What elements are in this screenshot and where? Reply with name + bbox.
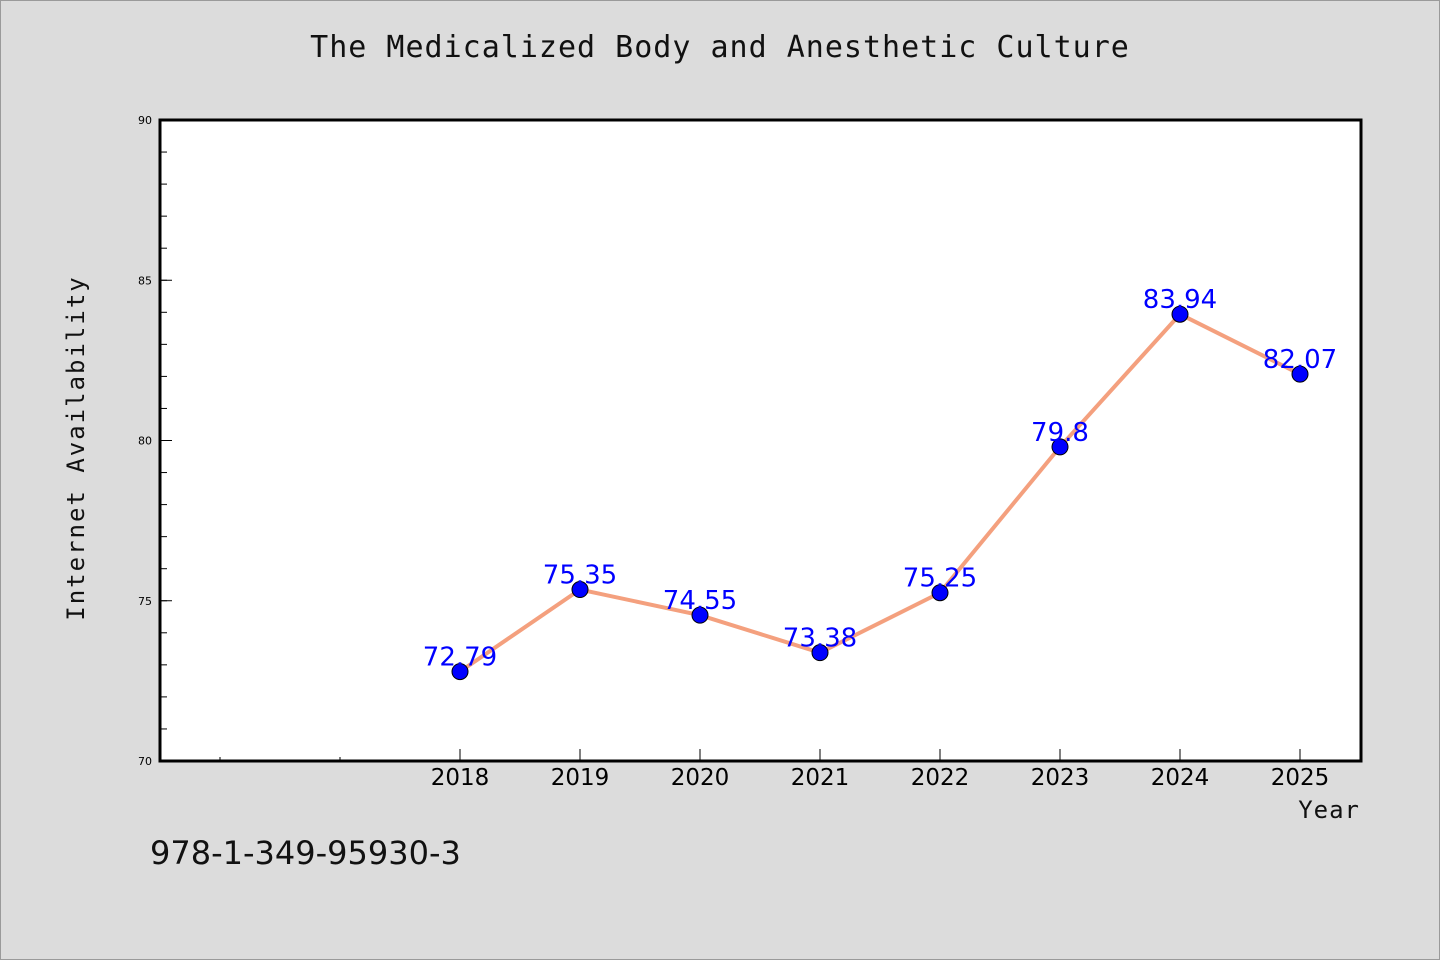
chart-title: The Medicalized Body and Anesthetic Cult… bbox=[310, 30, 1130, 65]
data-point bbox=[571, 581, 589, 599]
data-point bbox=[451, 663, 469, 681]
x-axis-label: Year bbox=[1298, 796, 1360, 824]
series-line bbox=[458, 312, 1301, 674]
data-label: 75.35 bbox=[543, 561, 617, 591]
data-labels: 72.79 75.35 74.55 73.38 75.25 79.8 83.94 82.07 bbox=[423, 285, 1337, 672]
series-line-group bbox=[458, 312, 1301, 674]
x-tick-label: 2025 bbox=[1271, 765, 1330, 791]
x-tick-label: 2019 bbox=[551, 765, 610, 791]
x-tick-label: 2023 bbox=[1031, 765, 1090, 791]
x-tick-label: 2018 bbox=[431, 765, 490, 791]
x-tick-label: 2020 bbox=[671, 765, 730, 791]
data-label: 74.55 bbox=[663, 586, 737, 616]
y-tick-label: 70 bbox=[138, 755, 152, 768]
data-point bbox=[931, 584, 949, 602]
data-point bbox=[691, 606, 709, 624]
y-tick-label: 90 bbox=[138, 114, 152, 127]
data-label: 72.79 bbox=[423, 643, 497, 673]
y-tick-label: 75 bbox=[138, 595, 152, 608]
data-label: 75.25 bbox=[903, 564, 977, 594]
data-point bbox=[1291, 365, 1309, 383]
isbn-text: 978-1-349-95930-3 bbox=[150, 834, 461, 872]
data-point bbox=[1051, 438, 1069, 456]
plot-area bbox=[158, 118, 1363, 763]
data-point bbox=[1171, 305, 1189, 323]
series-markers bbox=[451, 305, 1309, 681]
x-tick-label: 2024 bbox=[1151, 765, 1210, 791]
y-tick-label: 80 bbox=[138, 435, 152, 448]
x-axis-ticks: 2018 2019 2020 2021 2022 2023 2024 2025 bbox=[431, 749, 1330, 791]
x-tick-label: 2022 bbox=[911, 765, 970, 791]
data-label: 79.8 bbox=[1031, 418, 1089, 448]
data-label: 83.94 bbox=[1143, 285, 1217, 315]
data-label: 82.07 bbox=[1263, 345, 1337, 375]
x-tick-label: 2021 bbox=[791, 765, 850, 791]
y-tick-label: 85 bbox=[138, 274, 152, 287]
data-point bbox=[811, 644, 829, 662]
y-axis-ticks: 70 75 80 85 90 bbox=[138, 114, 172, 768]
data-label: 73.38 bbox=[783, 624, 857, 654]
